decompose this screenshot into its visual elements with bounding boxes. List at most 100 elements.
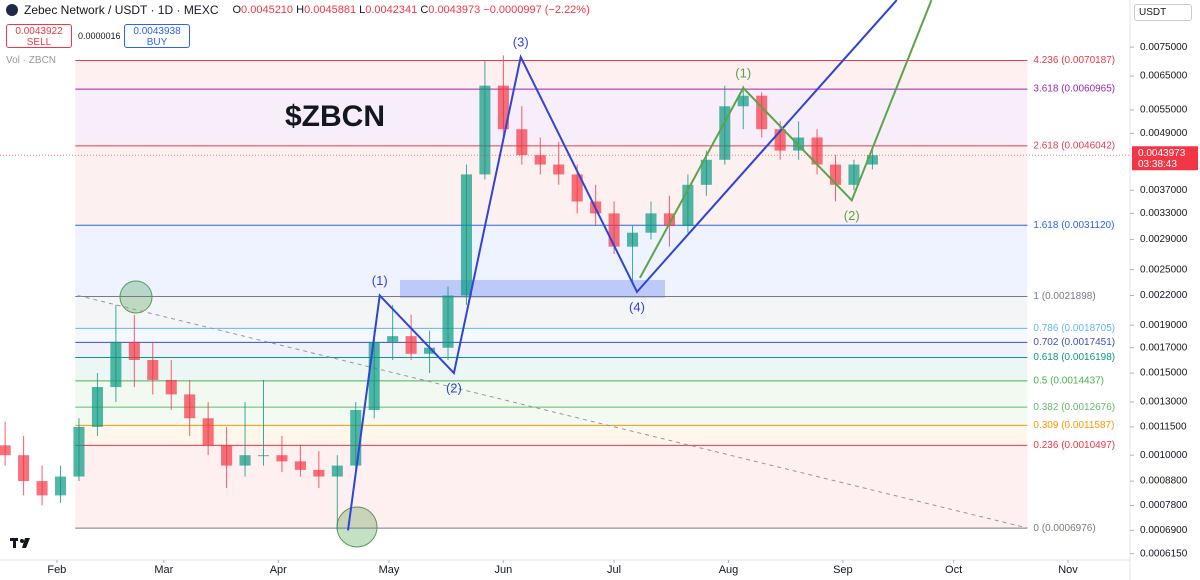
price-axis-bg — [1130, 0, 1200, 580]
x-tick-label: Jul — [607, 564, 621, 576]
candle-body — [811, 137, 823, 165]
y-tick-label: 0.0019000 — [1140, 320, 1188, 331]
buy-button[interactable]: 0.0043938 BUY — [124, 24, 190, 48]
sell-label: SELL — [26, 37, 52, 48]
candle-body — [848, 164, 860, 185]
fib-label: 1.618 (0.0031120) — [1033, 220, 1114, 231]
candle-body — [313, 469, 325, 477]
fib-label: 0.309 (0.0011587) — [1033, 420, 1114, 431]
y-tick-label: 0.0008800 — [1140, 476, 1188, 487]
candle-body — [331, 465, 343, 477]
fib-label: 0.236 (0.0010497) — [1033, 440, 1115, 451]
candle-body — [350, 409, 362, 466]
wave-label: (2) — [844, 208, 860, 223]
candle-body — [626, 232, 639, 247]
candle-body — [737, 95, 749, 107]
candle-body — [756, 95, 768, 130]
y-tick-label: 0.0007800 — [1140, 500, 1188, 511]
last-price-label: 0.0043973 — [1138, 148, 1186, 159]
fib-label: 1 (0.0021898) — [1033, 291, 1095, 302]
candle-body — [202, 418, 214, 446]
candle-body — [479, 85, 491, 175]
y-tick-label: 0.0055000 — [1140, 105, 1188, 116]
x-tick-label: Feb — [47, 564, 66, 576]
candle-body — [534, 155, 546, 165]
symbol-icon — [6, 4, 18, 16]
fib-label: 0.5 (0.0014437) — [1033, 375, 1104, 386]
buy-price: 0.0043938 — [133, 26, 181, 37]
fib-band — [75, 296, 1028, 329]
y-tick-label: 0.0015000 — [1140, 368, 1188, 379]
candle-body — [645, 213, 657, 233]
x-tick-label: Aug — [719, 564, 739, 576]
ohlc-value: 0.0042341 — [365, 4, 418, 16]
fib-band — [75, 342, 1028, 358]
y-tick-label: 0.0029000 — [1140, 234, 1188, 245]
candle-body — [608, 213, 620, 247]
candle-body — [663, 213, 675, 227]
candle-body — [387, 336, 399, 342]
wave-label: (4) — [629, 299, 645, 314]
fib-band — [75, 407, 1028, 426]
candle-body — [682, 184, 694, 227]
currency-select[interactable]: USDT — [1134, 4, 1192, 21]
fib-label: 0.618 (0.0016198) — [1033, 352, 1115, 363]
ohlc-value: 0.0045210 — [241, 4, 294, 16]
candle-body — [294, 461, 306, 470]
candle-body — [110, 341, 122, 388]
x-tick-label: Mar — [154, 564, 173, 576]
candle-body — [276, 455, 288, 462]
candle-body — [257, 455, 270, 457]
buy-label: BUY — [146, 37, 168, 48]
fib-label: 0.702 (0.0017451) — [1033, 337, 1115, 348]
wave-label: (3) — [513, 35, 529, 50]
y-tick-label: 0.0006150 — [1140, 548, 1188, 559]
ohlc-value: 0.0045881 — [304, 4, 357, 16]
ohlc-key: L — [359, 4, 366, 16]
x-tick-label: Nov — [1058, 564, 1078, 576]
fib-label: 4.236 (0.0070187) — [1033, 55, 1115, 66]
wave-label: (1) — [372, 273, 388, 288]
x-tick-label: Apr — [270, 564, 287, 576]
candle-body — [424, 347, 436, 354]
candle-body — [0, 445, 11, 456]
y-tick-label: 0.0017000 — [1140, 342, 1188, 353]
last-price-tag — [1132, 146, 1198, 171]
y-tick-label: 0.0075000 — [1140, 42, 1188, 53]
fib-band — [75, 357, 1028, 381]
fib-band — [75, 60, 1028, 90]
y-tick-label: 0.0025000 — [1140, 264, 1188, 275]
candle-body — [91, 387, 103, 427]
candle-body — [18, 455, 30, 482]
x-tick-label: Oct — [945, 564, 962, 576]
candle-body — [774, 129, 786, 151]
symbol-header: Zebec Network / USDT · 1D · MEXC O0.0045… — [6, 3, 590, 17]
x-tick-label: May — [379, 564, 400, 576]
symbol-name[interactable]: Zebec Network / USDT · 1D · MEXC — [24, 3, 219, 17]
ohlc-key: C — [420, 4, 429, 16]
candle-body — [368, 341, 380, 410]
y-tick-label: 0.0013000 — [1140, 397, 1188, 408]
y-tick-label: 0.0010000 — [1140, 450, 1188, 461]
y-tick-label: 0.0049000 — [1140, 128, 1188, 139]
last-price-countdown: 03:38:43 — [1138, 159, 1177, 170]
change: −0.0000997 (−2.22%) — [483, 4, 590, 16]
pivot-circle — [119, 280, 153, 314]
candle-body — [128, 341, 140, 360]
fib-band — [75, 380, 1028, 408]
x-tick-label: Jun — [494, 564, 512, 576]
y-tick-label: 0.0011500 — [1140, 422, 1187, 433]
spread: 0.0000016 — [78, 31, 121, 41]
sell-button[interactable]: 0.0043922 SELL — [6, 24, 72, 48]
candle-body — [442, 295, 454, 348]
fib-label: 2.618 (0.0046042) — [1033, 141, 1115, 152]
trendline — [77, 295, 1028, 529]
candle-body — [73, 426, 85, 477]
candle-body — [36, 481, 48, 496]
sell-price: 0.0043922 — [15, 26, 63, 37]
candle-body — [571, 174, 583, 202]
y-tick-label: 0.0022000 — [1140, 290, 1188, 301]
